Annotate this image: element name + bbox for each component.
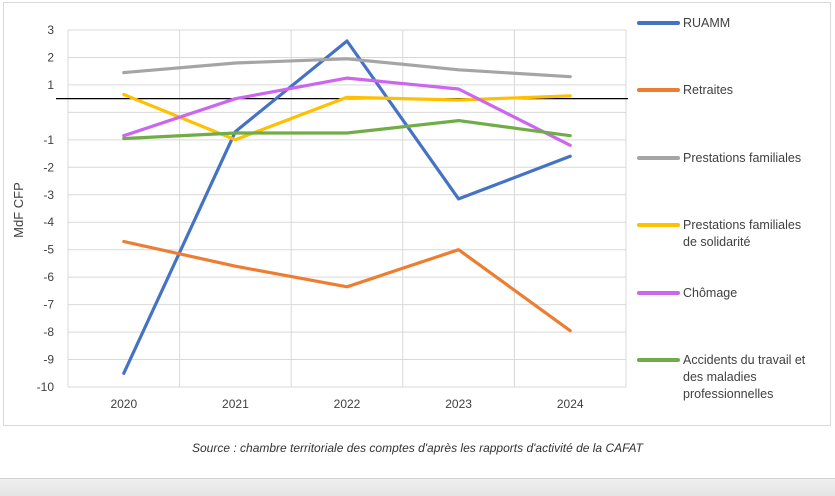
legend-label: de solidarité [683, 235, 750, 249]
legend-label: RUAMM [683, 16, 730, 30]
legend-item-4[interactable]: Prestations familiales de solidarité [637, 218, 801, 249]
series-line-1 [122, 39, 572, 375]
source-caption: Source : chambre territoriale des compte… [192, 441, 643, 455]
series-line-5 [122, 76, 572, 147]
x-tick-label: 2024 [557, 397, 584, 411]
legend-label: Accidents du travail et [683, 353, 806, 367]
x-tick-label: 2020 [110, 397, 137, 411]
y-tick-label: -7 [43, 298, 54, 312]
y-tick-label: -10 [37, 380, 55, 394]
legend-item-3[interactable]: Prestations familiales [637, 151, 801, 165]
legend-label: professionnelles [683, 387, 773, 401]
series-layer [122, 39, 572, 375]
y-tick-label: -6 [43, 270, 54, 284]
y-axis-title: MdF CFP [11, 182, 26, 238]
x-tick-label: 2022 [334, 397, 361, 411]
legend-label: Retraites [683, 83, 733, 97]
line-chart: 321-1-2-3-4-5-6-7-8-9-10 2020 2021 2022 202… [11, 16, 806, 411]
series-line-2 [122, 239, 572, 333]
y-tick-label: -1 [43, 133, 54, 147]
series-line-3 [122, 57, 572, 79]
y-tick-label: 2 [47, 50, 54, 64]
y-tick-label: -2 [43, 160, 54, 174]
x-tick-label: 2023 [445, 397, 472, 411]
legend-label: Prestations familiales [683, 151, 801, 165]
y-tick-label: -5 [43, 243, 54, 257]
legend-item-1[interactable]: RUAMM [637, 16, 730, 30]
window-bottom-strip [0, 478, 835, 496]
gridlines [67, 29, 627, 388]
legend-label: Chômage [683, 286, 737, 300]
y-tick-label: 1 [47, 78, 54, 92]
legend-item-6[interactable]: Accidents du travail et des maladies profe… [637, 353, 806, 401]
y-tick-label: -4 [43, 215, 54, 229]
series-line-6 [122, 118, 572, 141]
legend-label: des maladies [683, 370, 757, 384]
series-line-4 [122, 92, 572, 142]
y-tick-label: -8 [43, 325, 54, 339]
y-axis: 3 2 1 -1 -2 -3 -4 -5 -6 -7 -8 -9 -10 [37, 23, 55, 394]
y-tick-label: 3 [47, 23, 54, 37]
x-axis: 2020 2021 2022 2023 2024 [110, 397, 583, 411]
y-tick-label: -9 [43, 353, 54, 367]
y-tick-label: -3 [43, 188, 54, 202]
chart-frame: 3 2 1 -1 -2 -3 -4 -5 -6 -7 -8 -9 -10 2020 2021 2022 202… [3, 2, 831, 426]
legend-item-5[interactable]: Chômage [637, 286, 737, 300]
legend-item-2[interactable]: Retraites [637, 83, 733, 97]
x-tick-label: 2021 [222, 397, 249, 411]
legend-label: Prestations familiales [683, 218, 801, 232]
